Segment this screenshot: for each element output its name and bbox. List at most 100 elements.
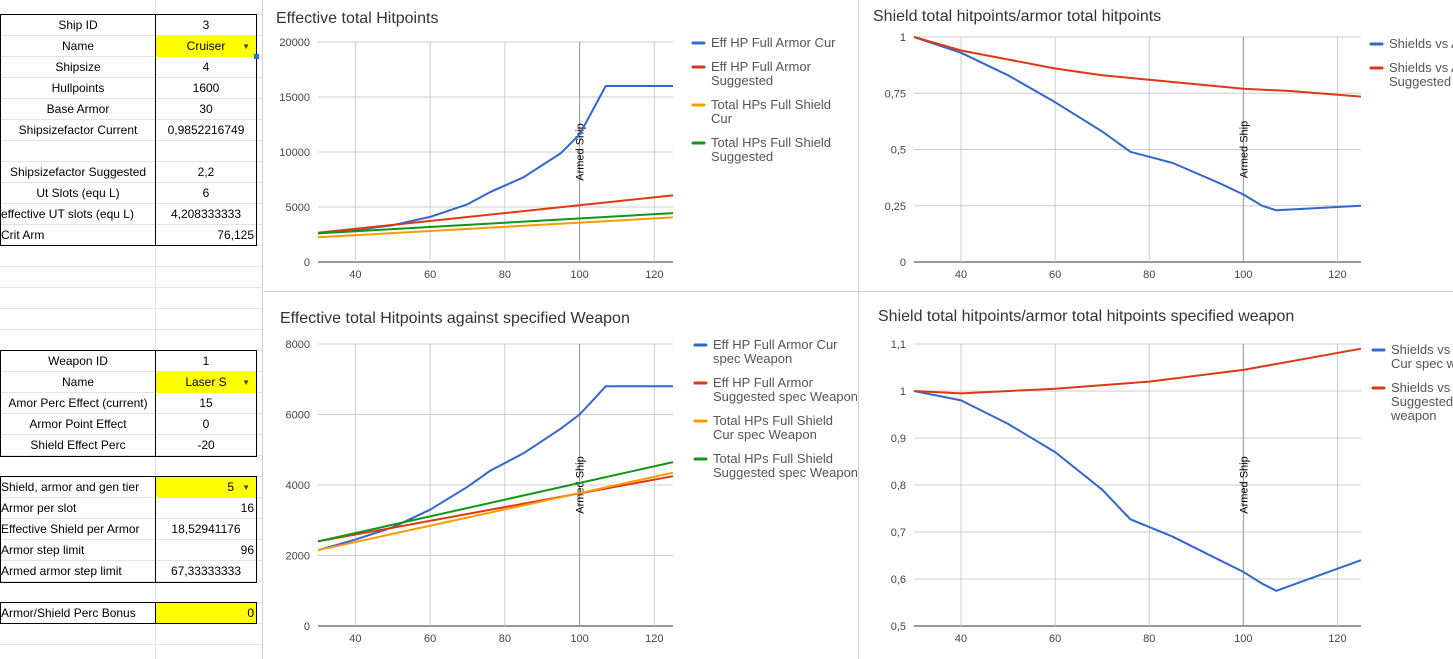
chart-separator-row bbox=[262, 291, 1453, 292]
row-gridline bbox=[0, 560, 262, 561]
dropdown-arrow-icon[interactable]: ▼ bbox=[242, 378, 250, 387]
series-line[interactable] bbox=[317, 194, 674, 234]
sheet-label[interactable]: Weapon ID bbox=[48, 354, 108, 368]
sheet-value[interactable]: 0,9852216749 bbox=[156, 120, 256, 141]
sheet-value[interactable]: 3 bbox=[156, 15, 256, 36]
sheet-label[interactable]: Armor Point Effect bbox=[29, 417, 127, 431]
chart-separator-left bbox=[262, 0, 263, 659]
sheet-label[interactable]: Effective Shield per Armor bbox=[1, 522, 140, 536]
y-tick-label: 0,7 bbox=[891, 527, 906, 539]
legend-label[interactable]: Total HPs Full Shield Cur bbox=[711, 97, 831, 126]
x-tick-label: 60 bbox=[424, 633, 436, 645]
sheet-label[interactable]: Base Armor bbox=[46, 102, 110, 116]
sheet-value[interactable]: 6 bbox=[156, 183, 256, 204]
cell-fill-handle[interactable] bbox=[254, 54, 259, 59]
sheet-label[interactable]: Shield, armor and gen tier bbox=[1, 480, 140, 494]
sheet-label[interactable]: Ut Slots (equ L) bbox=[36, 186, 120, 200]
sheet-value[interactable]: 18,52941176 bbox=[156, 519, 256, 540]
sheet-label[interactable]: Ship ID bbox=[58, 18, 98, 32]
sheet-label[interactable]: Armor step limit bbox=[1, 543, 85, 557]
series-line[interactable] bbox=[317, 475, 674, 543]
series-line[interactable] bbox=[317, 385, 673, 552]
row-gridline bbox=[0, 434, 262, 435]
sheet-label[interactable]: Shipsizefactor Suggested bbox=[9, 165, 147, 179]
series-line[interactable] bbox=[317, 212, 674, 235]
sheet-label[interactable]: Hullpoints bbox=[51, 81, 105, 95]
series-line[interactable] bbox=[913, 390, 1362, 592]
sheet-value[interactable]: 96 bbox=[156, 540, 256, 561]
sheet-value[interactable]: 30 bbox=[156, 99, 256, 120]
sheet-value-text: 0 bbox=[247, 606, 254, 620]
sheet-label[interactable]: effective UT slots (equ L) bbox=[1, 207, 134, 221]
sheet-label[interactable]: Shipsize bbox=[55, 60, 101, 74]
sheet-label[interactable]: Name bbox=[61, 375, 94, 389]
sheet-label[interactable]: Shield Effect Perc bbox=[30, 438, 126, 452]
sheet-value[interactable]: 4,208333333 bbox=[156, 204, 256, 225]
legend-label[interactable]: Total HPs Full Shield Suggested spec Weap… bbox=[713, 451, 857, 480]
sheet-value[interactable]: 16 bbox=[156, 498, 256, 519]
row-gridline bbox=[0, 98, 262, 99]
series-line[interactable] bbox=[317, 85, 673, 235]
sheet-value[interactable]: Cruiser ▼ bbox=[156, 36, 256, 57]
chart-shield-armor-ratio-weapon[interactable]: Shield total hitpoints/armor total hitpo… bbox=[859, 292, 1453, 659]
sheet-value[interactable]: 67,33333333 bbox=[156, 561, 256, 582]
sheet-value[interactable]: 15 bbox=[156, 393, 256, 414]
legend-label[interactable]: Eff HP Full Armor Cur bbox=[711, 35, 836, 50]
y-tick-label: 0,25 bbox=[885, 201, 906, 213]
chart-svg: Shield total hitpoints/armor total hitpo… bbox=[878, 308, 1453, 645]
dropdown-arrow-icon[interactable]: ▼ bbox=[242, 42, 250, 51]
x-tick-label: 80 bbox=[499, 269, 511, 281]
sheet-value[interactable]: -20 bbox=[156, 435, 256, 456]
series-line[interactable] bbox=[913, 347, 1362, 395]
row-gridline bbox=[0, 455, 262, 456]
chart-effective-hitpoints[interactable]: Effective total Hitpoints 0 5000 10000 15000… bbox=[263, 0, 857, 291]
sheet-label[interactable]: Armor/Shield Perc Bonus bbox=[1, 606, 136, 620]
chart-separator-mid bbox=[858, 0, 859, 659]
series-line[interactable] bbox=[317, 461, 674, 543]
legend-label-line: Suggested bbox=[711, 149, 773, 164]
series-line[interactable] bbox=[317, 216, 674, 239]
sheet-label[interactable]: Armed armor step limit bbox=[1, 564, 122, 578]
series-line[interactable] bbox=[317, 471, 674, 552]
series-line[interactable] bbox=[913, 36, 1362, 212]
x-tick-label: 80 bbox=[499, 633, 511, 645]
sheet-label[interactable]: Amor Perc Effect (current) bbox=[8, 396, 148, 410]
row-gridline bbox=[0, 56, 262, 57]
row-gridline bbox=[0, 287, 262, 288]
sheet-label[interactable]: Name bbox=[61, 39, 94, 53]
sheet-label[interactable]: Crit Arm bbox=[1, 228, 45, 242]
sheet-value[interactable]: 0 bbox=[156, 414, 256, 435]
sheet-value[interactable]: 4 bbox=[156, 57, 256, 78]
row-gridline bbox=[0, 119, 262, 120]
legend-label[interactable]: Eff HP Full Armor Cur spec Weapon bbox=[713, 337, 838, 366]
y-tick-label: 0,6 bbox=[891, 574, 906, 586]
sheet-label[interactable]: Armor per slot bbox=[1, 501, 77, 515]
legend-label[interactable]: Total HPs Full Shield Cur spec Weapon bbox=[713, 413, 833, 442]
chart-effective-hitpoints-weapon[interactable]: Effective total Hitpoints against specif… bbox=[263, 292, 857, 659]
sheet-value-text: 0,9852216749 bbox=[167, 123, 245, 137]
x-tick-label: 100 bbox=[570, 633, 588, 645]
legend-label-line: Shields vs Armor Cur bbox=[1389, 36, 1453, 51]
legend-label[interactable]: Total HPs Full Shield Suggested bbox=[711, 135, 831, 164]
legend-label[interactable]: Shields vs Armor Cur bbox=[1389, 36, 1453, 51]
series-line[interactable] bbox=[913, 36, 1362, 98]
sheet-value[interactable]: 76,125 bbox=[156, 225, 256, 246]
sheet-value[interactable]: 2,2 bbox=[156, 162, 256, 183]
sheet-value[interactable]: 1600 bbox=[156, 78, 256, 99]
sheet-value[interactable]: 5 ▼ bbox=[156, 477, 256, 498]
chart-title: Shield total hitpoints/armor total hitpo… bbox=[878, 308, 1294, 325]
sheet-value[interactable]: Laser S ▼ bbox=[156, 372, 256, 393]
sheet-value[interactable]: 0 bbox=[156, 603, 256, 624]
sheet-value[interactable]: 1 bbox=[156, 351, 256, 372]
legend-label[interactable]: Eff HP Full Armor Suggested spec Weapon bbox=[713, 375, 857, 404]
sheet-value-text: Laser S bbox=[185, 375, 227, 389]
chart-shield-armor-ratio[interactable]: Shield total hitpoints/armor total hitpo… bbox=[859, 0, 1453, 291]
dropdown-arrow-icon[interactable]: ▼ bbox=[242, 483, 250, 492]
legend-label-line: Suggested bbox=[711, 73, 773, 88]
chart-title: Effective total Hitpoints against specif… bbox=[280, 310, 630, 327]
sheet-label[interactable]: Shipsizefactor Current bbox=[18, 123, 138, 137]
legend-label[interactable]: Eff HP Full Armor Suggested bbox=[711, 59, 812, 88]
